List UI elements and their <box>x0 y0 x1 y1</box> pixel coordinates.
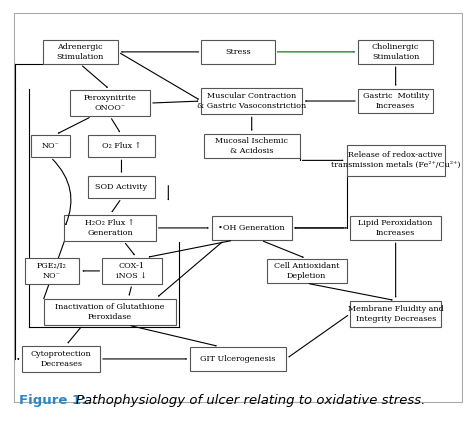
Text: Lipid Peroxidation
Increases: Lipid Peroxidation Increases <box>358 219 433 237</box>
Text: Cytoprotection
Decreases: Cytoprotection Decreases <box>31 350 91 368</box>
FancyBboxPatch shape <box>201 88 302 114</box>
FancyBboxPatch shape <box>347 145 445 176</box>
Text: GIT Ulcerogenesis: GIT Ulcerogenesis <box>200 355 276 363</box>
FancyBboxPatch shape <box>25 258 79 284</box>
FancyBboxPatch shape <box>44 299 176 325</box>
Text: PGE₂/I₂
NO⁻: PGE₂/I₂ NO⁻ <box>37 262 67 280</box>
Text: O₂ Flux ↑: O₂ Flux ↑ <box>102 142 141 150</box>
FancyBboxPatch shape <box>70 90 150 116</box>
Text: Mucosal Ischemic
& Acidosis: Mucosal Ischemic & Acidosis <box>215 137 288 155</box>
Text: Cell Antioxidant
Depletion: Cell Antioxidant Depletion <box>274 262 339 280</box>
Text: •OH Generation: •OH Generation <box>218 224 285 232</box>
FancyBboxPatch shape <box>22 346 100 372</box>
Text: Peroxynitrite
ONOO⁻: Peroxynitrite ONOO⁻ <box>84 94 137 112</box>
FancyBboxPatch shape <box>267 259 347 283</box>
FancyBboxPatch shape <box>212 216 292 240</box>
Text: Stress: Stress <box>225 48 251 56</box>
FancyBboxPatch shape <box>31 135 70 157</box>
FancyBboxPatch shape <box>64 214 156 241</box>
Text: SOD Activity: SOD Activity <box>96 183 148 191</box>
Text: H₂O₂ Flux ↑
Generation: H₂O₂ Flux ↑ Generation <box>85 219 135 237</box>
Text: Release of redox-active
transmission metals (Fe²⁺/Cu²⁺): Release of redox-active transmission met… <box>331 151 460 169</box>
Text: NO⁻: NO⁻ <box>42 142 60 150</box>
Text: COX-1
iNOS ↓: COX-1 iNOS ↓ <box>117 262 148 280</box>
Text: Adrenergic
Stimulation: Adrenergic Stimulation <box>57 43 104 61</box>
FancyBboxPatch shape <box>201 40 275 64</box>
Text: Inactivation of Glutathione
Peroxidase: Inactivation of Glutathione Peroxidase <box>55 303 165 321</box>
Text: Cholinergic
Stimulation: Cholinergic Stimulation <box>372 43 419 61</box>
FancyBboxPatch shape <box>358 89 433 113</box>
FancyBboxPatch shape <box>102 258 162 284</box>
Text: Figure 1:: Figure 1: <box>19 394 91 407</box>
Text: Muscular Contraction
& Gastric Vasoconstriction: Muscular Contraction & Gastric Vasoconst… <box>197 92 307 110</box>
FancyBboxPatch shape <box>43 40 118 64</box>
FancyBboxPatch shape <box>350 301 441 327</box>
Text: Gastric  Motility
Increases: Gastric Motility Increases <box>363 92 429 110</box>
FancyBboxPatch shape <box>190 347 286 371</box>
FancyBboxPatch shape <box>89 176 155 198</box>
FancyBboxPatch shape <box>350 216 441 240</box>
Text: Membrane Fluidity and
Integrity Decreases: Membrane Fluidity and Integrity Decrease… <box>348 305 444 323</box>
FancyBboxPatch shape <box>89 135 155 157</box>
Text: Pathophysiology of ulcer relating to oxidative stress.: Pathophysiology of ulcer relating to oxi… <box>76 394 425 407</box>
FancyBboxPatch shape <box>204 134 300 158</box>
FancyBboxPatch shape <box>358 40 433 64</box>
